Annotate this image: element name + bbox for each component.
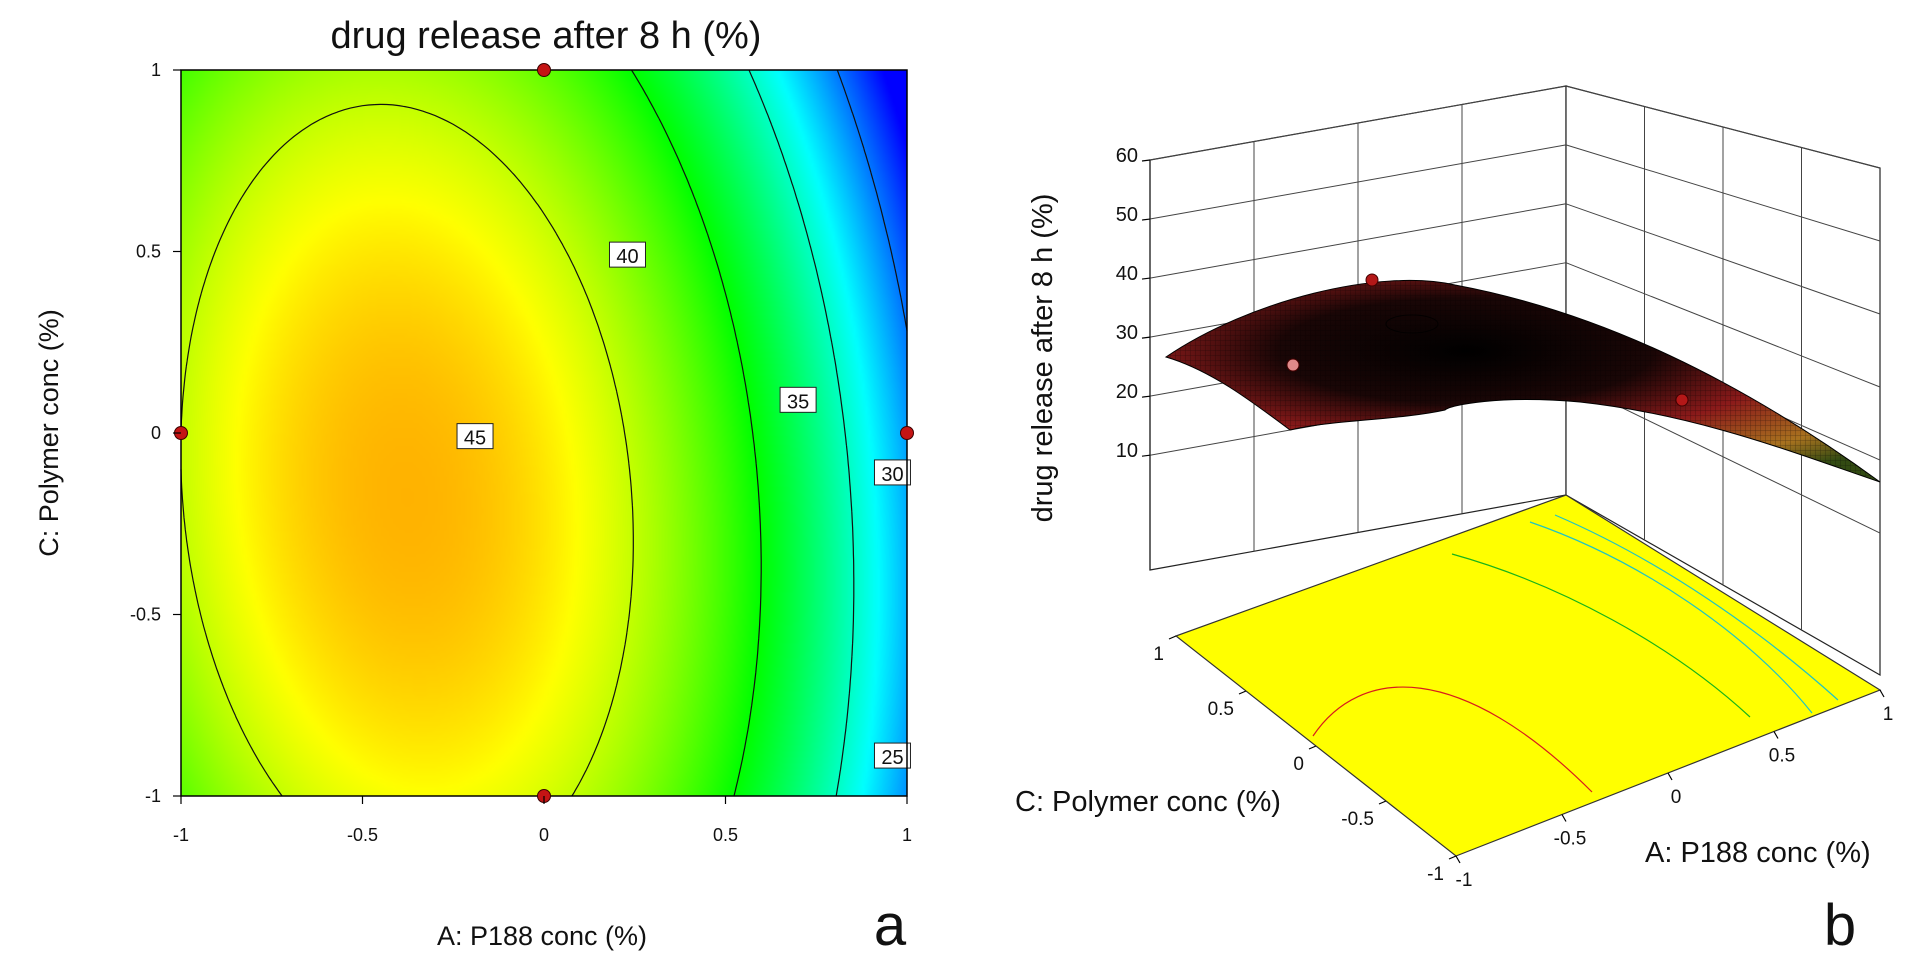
y-tick-label: -1 [145,786,161,806]
floor-contours [1312,514,1839,793]
x3d-tick-mark [1879,689,1885,698]
y3d-tick-mark [1238,690,1247,695]
design-points-3d [1286,273,1689,407]
panel-label-b: b [1824,893,1856,958]
contour-line-30 [748,69,855,797]
y-tick-label: 0.5 [136,242,161,262]
contour-labels: 45 40 35 30 25 [456,241,911,769]
y3d-tick-mark [1308,745,1317,750]
x-axis-ticks: -1 -0.5 0 0.5 1 [173,796,912,845]
y-axis-label: C: Polymer conc (%) [34,309,64,557]
contour-label-45: 45 [456,423,494,450]
design-point-3d [1286,358,1300,372]
x-axis-label-3d: A: P188 conc (%) [1645,837,1871,869]
design-point-3d [1365,273,1379,287]
contour-plot-area: 45 40 35 30 25 [174,63,914,803]
grid-line [1565,203,1881,315]
surface-panel-b: 10 20 30 40 50 60 -1 -0.5 0 0.5 1 -1 -0.5 0 0.5 1 dru… [1015,85,1894,958]
z-tick-mark [1141,159,1151,162]
design-point-3d [1675,393,1689,407]
z-tick-label: 20 [1116,381,1138,403]
x3d-tick-mark [1561,814,1567,822]
z-tick-label: 60 [1116,145,1138,167]
x-tick-label: -1 [173,825,189,845]
y3d-tick-label: -0.5 [1341,809,1374,830]
contour-label-text: 40 [616,246,638,268]
x3d-tick-label: -1 [1456,870,1473,891]
contour-label-text: 45 [464,428,486,450]
x-tick-label: -0.5 [347,825,378,845]
z-tick-mark [1141,336,1151,339]
contour-label-text: 25 [881,747,903,769]
contour-label-text: 30 [881,464,903,486]
surface-box [1149,85,1882,857]
z-axis-ticks: 10 20 30 40 50 60 [1116,145,1151,462]
surface-mesh [1166,280,1880,482]
z-tick-label: 50 [1116,204,1138,226]
z-tick-mark [1141,218,1151,221]
grid-line [1149,203,1567,279]
y-axis-ticks-3d: -1 -0.5 0 0.5 1 [1153,635,1457,885]
y3d-tick-mark [1168,635,1177,640]
design-point [900,426,914,440]
x3d-tick-mark [1455,855,1461,864]
contour-panel-a: drug release after 8 h (%) 45 40 35 30 25 -1… [34,15,914,958]
y-tick-label: 0 [151,423,161,443]
z-tick-label: 40 [1116,263,1138,285]
contour-label-text: 35 [787,391,809,413]
y-axis-label-3d: C: Polymer conc (%) [1015,786,1281,818]
x-axis-ticks-3d: -1 -0.5 0 0.5 1 [1455,689,1894,891]
contour-label-40: 40 [608,241,646,268]
x-tick-label: 1 [902,825,912,845]
floor-contour-red [1312,686,1593,793]
contour-label-30: 30 [873,459,911,486]
y3d-tick-mark [1448,855,1457,860]
surface-peak [1385,314,1439,334]
x3d-tick-label: 0 [1671,787,1682,808]
x-tick-label: 0 [539,825,549,845]
y3d-tick-label: 0 [1293,754,1304,775]
grid-line [1149,144,1567,220]
contour-line-35 [630,69,762,797]
grid-line [1149,85,1567,161]
x3d-tick-mark [1773,731,1779,739]
y-tick-label: -0.5 [130,605,161,625]
z-tick-label: 30 [1116,322,1138,344]
z-tick-mark [1141,395,1151,398]
x3d-tick-label: 1 [1883,704,1894,725]
x3d-tick-mark [1667,772,1673,781]
z-tick-label: 10 [1116,440,1138,462]
contour-label-25: 25 [873,742,911,769]
y3d-tick-label: 0.5 [1208,699,1234,720]
z-tick-mark [1141,277,1151,280]
y3d-tick-label: -1 [1427,864,1444,885]
y3d-tick-label: 1 [1153,644,1164,665]
grid-line [1565,85,1881,169]
x3d-tick-label: -0.5 [1554,829,1587,850]
contour-label-35: 35 [779,386,817,413]
y-axis-ticks: -1 -0.5 0 0.5 1 [130,60,181,806]
floor-contour-cyan-1 [1529,521,1813,714]
contour-title: drug release after 8 h (%) [331,15,762,57]
design-point [537,63,551,77]
y3d-tick-mark [1378,800,1387,805]
x-axis-label: A: P188 conc (%) [437,921,647,951]
contour-lines [180,69,908,797]
x-tick-label: 0.5 [713,825,738,845]
panel-label-a: a [874,893,907,958]
floor-contour-cyan-2 [1554,514,1839,701]
grid-line [1565,262,1881,388]
heatmap-fill [181,70,907,796]
grid-line [1565,144,1881,242]
y-tick-label: 1 [151,60,161,80]
z-axis-label: drug release after 8 h (%) [1027,194,1059,523]
z-tick-mark [1141,454,1151,457]
floor-contour-green [1451,553,1751,718]
x3d-tick-label: 0.5 [1769,746,1795,767]
